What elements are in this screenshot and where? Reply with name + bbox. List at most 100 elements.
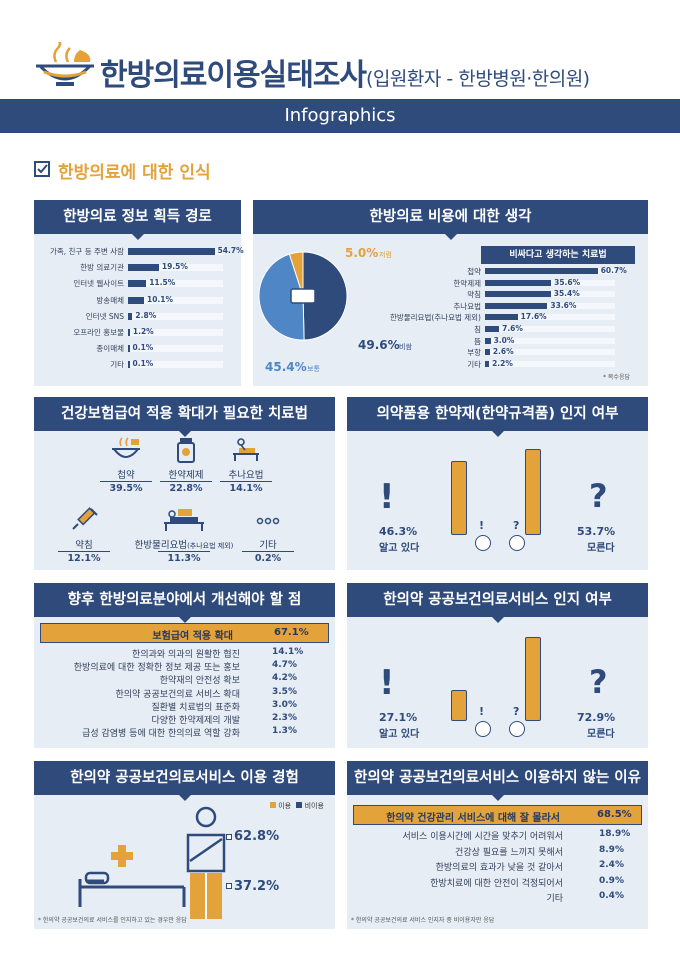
expensive-value: 3.0% — [493, 335, 515, 345]
improve-rows: 한의과와 의과의 원활한 협진 14.1% 한방의료에 대한 정확한 정보 제공 또… — [34, 647, 335, 747]
cost-panel: 한방의료 비용에 대한 생각 비싸다고 생각하는 치료법 첩약 60.7% 한약제제… — [253, 200, 648, 386]
public-awareness-title: 한의약 공공보건의료서비스 인지 여부 — [347, 583, 648, 623]
improve-highlight-label: 보험급여 적용 확대 — [152, 631, 233, 642]
cost-pie-chart — [258, 251, 348, 341]
aware-value: 27.1% — [379, 711, 418, 724]
improve-row-label: 한의약 공공보건의료 서비스 확대 — [115, 689, 240, 700]
expensive-label: 부항 — [467, 348, 481, 358]
improve-row-value: 1.3% — [272, 726, 297, 737]
info-source-bar — [128, 312, 133, 320]
info-source-bar — [128, 264, 159, 272]
insurance-item-suffix: (추나요법 제외) — [187, 542, 234, 550]
info-source-bar — [128, 296, 144, 304]
expensive-bar-bg — [485, 337, 615, 344]
expensive-label: 한약제제 — [453, 278, 481, 288]
info-source-value: 54.7% — [217, 246, 244, 255]
insurance-item-name: 한방물리요법(추나요법 제외) — [134, 537, 234, 551]
info-source-value: 19.5% — [161, 262, 188, 272]
improve-row-label: 질환별 치료법의 표준화 — [151, 702, 240, 713]
expensive-bar — [485, 349, 490, 356]
insurance-separator — [100, 481, 152, 482]
improve-row-value: 2.3% — [272, 713, 297, 723]
person-mark: ! — [479, 705, 485, 718]
info-source-value: 11.5% — [149, 278, 176, 288]
info-source-label: 방송매체 — [96, 295, 124, 305]
insurance-separator — [160, 481, 212, 482]
medicine-bottle-icon — [164, 437, 208, 467]
herbal-awareness-title: 의약품용 한약재(한약규격품) 인지 여부 — [347, 397, 648, 437]
insurance-item-label: 첩약 — [117, 470, 135, 481]
page-subtitle: (입원환자 - 한방병원·한의원) — [366, 68, 590, 90]
improve-panel: 향후 한방의료분야에서 개선해야 할 점 보험급여 적용 확대 67.1% 한의… — [34, 583, 335, 748]
expensive-label: 첩약 — [467, 267, 481, 276]
improve-row-label: 한방의료에 대한 정확한 정보 제공 또는 홍보 — [73, 663, 240, 674]
hospital-bed-icon — [78, 845, 186, 907]
expensive-value: 60.7% — [600, 266, 627, 275]
reason-row-label: 기타 — [546, 894, 563, 904]
expensive-treatments-chart: 첩약 60.7% 한약제제 35.6% 약침 35.4% 추나요법 33.6% 한방물리요법(추… — [390, 266, 643, 376]
expensive-value: 33.6% — [550, 300, 577, 310]
chuna-therapy-icon — [224, 437, 268, 467]
insurance-item-name: 약침 — [34, 537, 134, 551]
info-source-bar — [128, 329, 130, 336]
nonuse-marker — [226, 834, 232, 840]
exclamation-icon: ! — [379, 663, 395, 703]
improve-title: 향후 한방의료분야에서 개선해야 할 점 — [34, 583, 335, 623]
expensive-value: 2.2% — [492, 358, 513, 368]
insurance-item-label: 한방물리요법 — [134, 540, 188, 551]
expensive-treatments-subtitle: 비싸다고 생각하는 치료법 — [481, 246, 635, 264]
info-source-bar — [128, 361, 130, 369]
bowl-logo-icon — [34, 39, 96, 92]
expensive-value: 35.4% — [553, 289, 580, 299]
improve-highlight-value: 67.1% — [274, 627, 309, 638]
insurance-item-value: 14.1% — [229, 483, 263, 494]
legend-label-nonuse: 비이용 — [304, 802, 324, 810]
expensive-value: 7.6% — [502, 324, 523, 333]
info-source-bar-bg — [128, 329, 223, 336]
unaware-label: 모른다 — [587, 543, 615, 554]
aware-bar — [451, 689, 467, 721]
person-aware-icon — [475, 721, 491, 737]
info-source-chart: 가족, 친구 등 주변 사람 54.7% 한방 의료기관 19.5% 인터넷 웹사이트 1… — [34, 246, 244, 378]
expensive-label: 약침 — [467, 290, 481, 300]
public-use-note: * 한의약 공공보건의료 서비스를 인지하고 있는 경우만 응답 — [38, 917, 187, 924]
reason-row-label: 한방치료에 대한 안전이 걱정되어서 — [430, 878, 563, 889]
reason-row-value: 18.9% — [599, 829, 631, 839]
improve-row-value: 4.7% — [272, 660, 297, 671]
insurance-item-value: 0.2% — [254, 553, 282, 564]
aware-bar — [451, 460, 467, 535]
herbal-awareness-chart: !?!? 46.3% 알고 있다 53.7% 모른다 — [347, 437, 648, 567]
use-marker — [226, 883, 232, 889]
improve-row-label: 한의과와 의과의 원활한 협진 — [132, 650, 240, 660]
reasons-highlight-row: 한의약 건강관리 서비스에 대해 잘 몰라서 68.5% — [353, 805, 642, 825]
insurance-item-name: 한약제제 — [136, 467, 236, 481]
question-icon: ? — [589, 663, 608, 701]
improve-row-value: 14.1% — [272, 647, 304, 657]
expensive-bar — [485, 314, 518, 321]
multi-response-note: * 복수응답 — [603, 374, 630, 381]
public-use-title: 한의약 공공보건의료서비스 이용 경험 — [34, 761, 335, 801]
unaware-bar — [525, 449, 541, 535]
info-source-panel: 한방의료 정보 획득 경로 가족, 친구 등 주변 사람 54.7% 한방 의료기관… — [34, 200, 244, 386]
reason-row-label: 한방의료의 효과가 낮을 것 같아서 — [435, 863, 563, 873]
exclamation-icon: ! — [379, 477, 395, 517]
unaware-value: 72.9% — [577, 711, 616, 724]
cost-title: 한방의료 비용에 대한 생각 — [253, 200, 648, 240]
physio-bed-icon — [162, 507, 206, 537]
insurance-item-value: 39.5% — [109, 483, 143, 494]
person-mark: ? — [513, 519, 520, 532]
expensive-bar — [485, 326, 500, 332]
pie-label-normal-value: 45.4% — [265, 360, 307, 374]
info-source-value: 0.1% — [132, 343, 154, 353]
expensive-bar-bg — [485, 360, 615, 367]
expensive-label: 기타 — [467, 359, 481, 369]
insurance-item-label: 추나요법 — [228, 470, 264, 481]
aware-value: 46.3% — [379, 525, 418, 538]
reasons-note: * 한의약 공공보건의료 서비스 인지자 중 비이용자만 응답 — [351, 917, 495, 924]
insurance-item-label: 기타 — [259, 540, 277, 551]
legend: 이용 비이용 — [270, 801, 324, 811]
insurance-item-name: 기타 — [218, 537, 318, 551]
info-source-label: 종이매체 — [96, 344, 124, 354]
expensive-value: 35.6% — [554, 277, 581, 287]
expensive-bar — [485, 337, 491, 344]
